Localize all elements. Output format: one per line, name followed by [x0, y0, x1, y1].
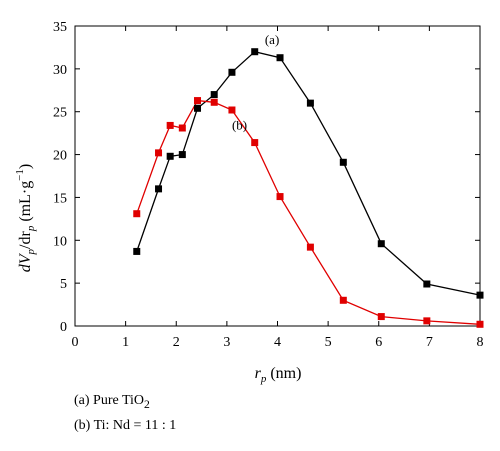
series-markers	[133, 48, 484, 328]
legend-item-b-label: (b) Ti: Nd = 11 : 1	[74, 417, 177, 433]
series-annotation-b: (b)	[232, 118, 247, 133]
data-point-a	[276, 54, 284, 62]
data-point-a	[423, 280, 431, 288]
series-annotation-a: (a)	[265, 32, 279, 47]
data-point-a	[476, 291, 484, 299]
data-point-b	[155, 149, 163, 157]
x-tick-label: 7	[426, 335, 433, 350]
data-point-a	[166, 152, 174, 160]
data-point-b	[251, 139, 259, 147]
legend: (a) Pure TiO2 (b) Ti: Nd = 11 : 1	[74, 390, 176, 436]
x-axis-title: rp (nm)	[255, 365, 302, 385]
x-tick-label: 0	[72, 335, 79, 350]
legend-item-b: (b) Ti: Nd = 11 : 1	[74, 415, 176, 436]
pore-size-distribution-chart: 0 5 10 15 20 25 30 35 0 1 2 3 4 5 6 7 8 (a) (b) dVp/drp …	[14, 20, 484, 385]
data-point-a	[194, 104, 202, 112]
axes	[74, 25, 481, 327]
data-point-a	[155, 185, 163, 193]
data-point-b	[339, 296, 347, 304]
data-point-b	[210, 98, 218, 106]
data-point-a	[228, 68, 236, 76]
data-point-a	[133, 247, 141, 255]
x-tick-label: 4	[274, 335, 281, 350]
data-point-b	[476, 320, 484, 328]
x-tick-label: 3	[223, 335, 230, 350]
data-point-b	[276, 193, 284, 201]
data-point-a	[178, 151, 186, 159]
x-tick-label: 1	[122, 335, 129, 350]
legend-item-a: (a) Pure TiO2	[74, 390, 176, 415]
y-tick-label: 10	[53, 234, 67, 249]
data-point-b	[228, 106, 236, 114]
data-point-b	[423, 317, 431, 325]
x-tick-label: 8	[477, 335, 484, 350]
annotations: (a) (b)	[232, 32, 279, 133]
y-tick-label: 0	[60, 320, 67, 335]
x-tick-label: 2	[173, 335, 180, 350]
series-line-b	[136, 99, 481, 325]
data-point-b	[178, 124, 186, 132]
data-point-a	[210, 91, 218, 99]
data-point-b	[377, 313, 385, 321]
data-point-a	[306, 99, 314, 107]
y-ticks: 0 5 10 15 20 25 30 35	[53, 20, 480, 335]
x-ticks: 0 1 2 3 4 5 6 7 8	[72, 26, 484, 350]
y-tick-label: 30	[53, 63, 67, 78]
data-point-b	[166, 121, 174, 129]
data-point-b	[133, 210, 141, 218]
y-axis-title: dVp/drp (mL·g−1)	[14, 164, 37, 272]
legend-item-a-subscript: 2	[144, 397, 150, 411]
data-point-a	[377, 240, 385, 248]
y-tick-label: 5	[60, 277, 67, 292]
x-tick-label: 6	[375, 335, 382, 350]
y-tick-label: 35	[53, 20, 67, 35]
data-point-a	[251, 48, 259, 56]
x-tick-label: 5	[325, 335, 332, 350]
y-tick-label: 20	[53, 149, 67, 164]
y-tick-label: 15	[53, 191, 67, 206]
plot-frame	[74, 25, 481, 327]
legend-item-a-label: (a) Pure TiO	[74, 393, 145, 408]
data-point-b	[306, 243, 314, 251]
series-line-a	[136, 50, 481, 296]
data-point-b	[194, 97, 202, 105]
data-point-a	[339, 158, 347, 166]
y-tick-label: 25	[53, 106, 67, 121]
